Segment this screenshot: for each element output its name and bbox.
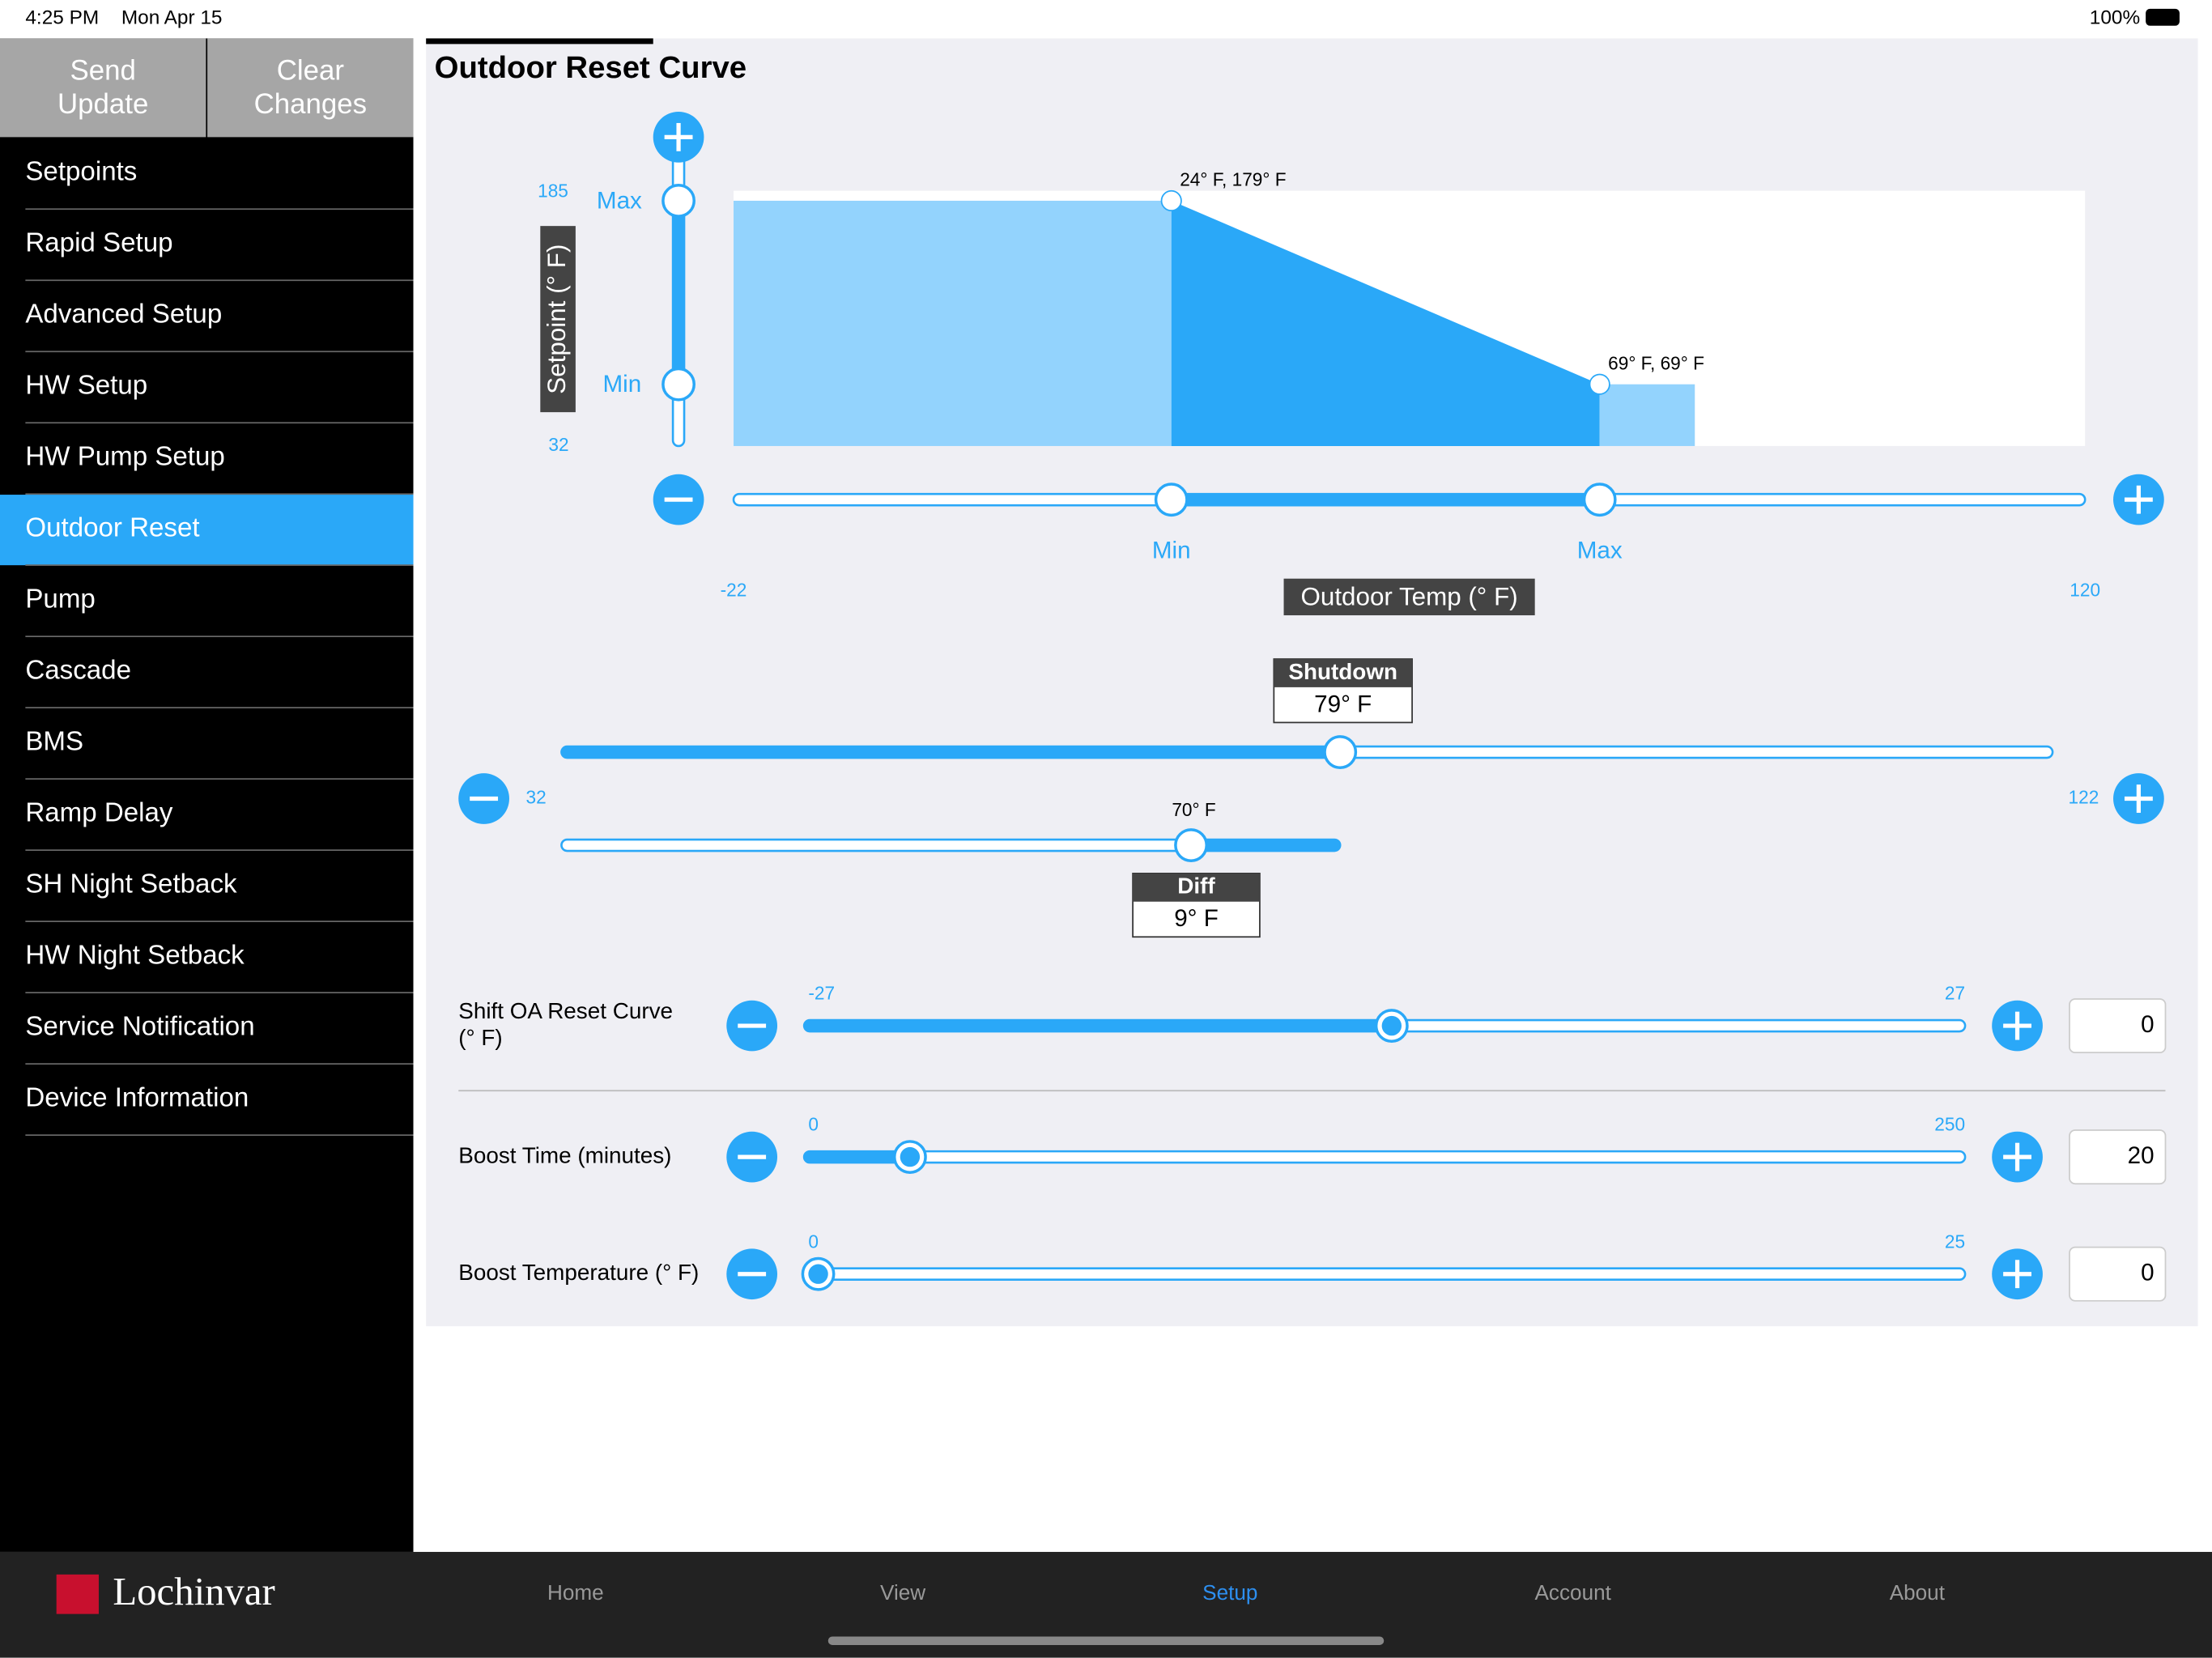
brand: Lochinvar (113, 1570, 274, 1613)
thumb-dot (1381, 1015, 1402, 1036)
max-label: Max (597, 188, 642, 215)
range-max: 250 (1934, 1114, 1965, 1135)
curve-point (1160, 189, 1182, 212)
tab[interactable]: Home (547, 1580, 604, 1605)
range-min: 0 (808, 1114, 819, 1135)
slider-thumb[interactable] (1174, 828, 1208, 862)
action-button[interactable] (0, 38, 206, 138)
menu-item[interactable]: BMS (25, 726, 83, 756)
menu-item[interactable]: Rapid Setup (25, 228, 172, 258)
range-min: 0 (808, 1231, 819, 1252)
status-time: 4:25 PM (25, 6, 99, 28)
x-tick-label: 120 (2069, 579, 2100, 600)
tab[interactable]: View (880, 1580, 925, 1605)
row-label: Boost Time (minutes) (458, 1142, 671, 1167)
point-label: 24° F, 179° F (1180, 169, 1286, 190)
status-date: Mon Apr 15 (121, 6, 223, 28)
value-field[interactable] (2069, 1246, 2167, 1302)
menu-item[interactable]: Outdoor Reset (25, 513, 199, 543)
row-fill (804, 1151, 910, 1163)
home-indicator (827, 1636, 1385, 1645)
point-label: 69° F, 69° F (1608, 352, 1704, 373)
x-axis-label: Outdoor Temp (° F) (1301, 582, 1518, 610)
y-label-box (540, 226, 576, 413)
area-outer (1599, 384, 1695, 446)
menu-item[interactable]: Cascade (25, 655, 131, 685)
sidebar (0, 38, 414, 1552)
panel-tab (426, 38, 653, 45)
slider-thumb[interactable] (661, 184, 696, 218)
diff-setpoint-label: 70° F (1172, 799, 1215, 820)
value-box-value: 79° F (1314, 691, 1372, 717)
menu-item[interactable]: Pump (25, 584, 95, 614)
menu-item[interactable]: Device Information (25, 1082, 249, 1112)
menu-item[interactable]: HW Night Setback (25, 940, 245, 970)
diff-fill (1191, 840, 1341, 852)
min-label: Min (603, 371, 642, 397)
curve-point (1589, 373, 1610, 395)
x-label-box (1283, 578, 1535, 616)
menu-item[interactable]: SH Night Setback (25, 869, 237, 899)
range-max: 25 (1945, 1231, 1965, 1252)
area-curve (1171, 200, 1600, 446)
max-label: Max (1577, 537, 1623, 563)
value-box-value: 9° F (1174, 905, 1219, 932)
action-button-label: Clear (277, 54, 345, 86)
row-track (802, 1267, 1967, 1281)
action-button-label: Send (70, 54, 136, 86)
h-track-fill (1171, 494, 1600, 506)
tab[interactable]: About (1890, 1580, 1946, 1605)
thumb-dot (808, 1264, 828, 1284)
brand-logo (56, 1574, 99, 1614)
slider-thumb[interactable] (1582, 483, 1617, 517)
tab[interactable]: Setup (1202, 1580, 1257, 1605)
thumb-dot (900, 1146, 921, 1167)
range-min: -27 (808, 983, 835, 1004)
area-outer (734, 200, 1172, 446)
v-track-fill (673, 200, 685, 385)
menu-item[interactable]: Service Notification (25, 1011, 254, 1041)
shutdown-fill (561, 746, 1341, 759)
value-field-text: 0 (2141, 1260, 2154, 1286)
slider-thumb[interactable] (1154, 483, 1189, 517)
menu-highlight (0, 495, 414, 566)
row-fill (804, 1020, 1392, 1032)
action-button[interactable] (207, 38, 414, 138)
battery-text: 100% (2090, 6, 2140, 28)
row-label: Boost Temperature (° F) (458, 1260, 699, 1285)
menu-item[interactable]: HW Setup (25, 371, 147, 401)
battery-icon (2146, 8, 2180, 26)
slider-thumb[interactable] (661, 367, 696, 402)
row-label: Shift OA Reset Curve (458, 998, 673, 1023)
range-max: 27 (1945, 983, 1965, 1004)
value-box-header (1274, 659, 1413, 687)
value-box-header (1133, 873, 1260, 902)
row-label: (° F) (458, 1025, 502, 1050)
y-axis-label: Setpoint (° F) (542, 244, 571, 394)
value-box-title: Shutdown (1288, 659, 1397, 684)
y-tick-label: 32 (548, 434, 568, 455)
value-box-title: Diff (1177, 874, 1215, 899)
y-tick-label: 185 (538, 180, 568, 201)
menu-item[interactable]: HW Pump Setup (25, 442, 224, 472)
value-field-text: 20 (2128, 1142, 2155, 1169)
value-field[interactable] (2069, 1129, 2167, 1185)
slider-thumb[interactable] (1323, 735, 1358, 769)
action-button-label: Update (57, 88, 148, 120)
range-min: 32 (525, 787, 546, 808)
x-tick-label: -22 (721, 579, 747, 600)
row-track (802, 1150, 1967, 1164)
menu-item[interactable]: Advanced Setup (25, 300, 222, 329)
value-field[interactable] (2069, 998, 2167, 1054)
menu-item[interactable]: Setpoints (25, 157, 137, 187)
chart-title: Outdoor Reset Curve (435, 50, 747, 85)
value-field-text: 0 (2141, 1011, 2154, 1038)
range-max: 122 (2069, 787, 2099, 808)
menu-item[interactable]: Ramp Delay (25, 797, 173, 827)
action-button-label: Changes (254, 88, 367, 120)
min-label: Min (1152, 537, 1191, 563)
tab[interactable]: Account (1535, 1580, 1612, 1605)
